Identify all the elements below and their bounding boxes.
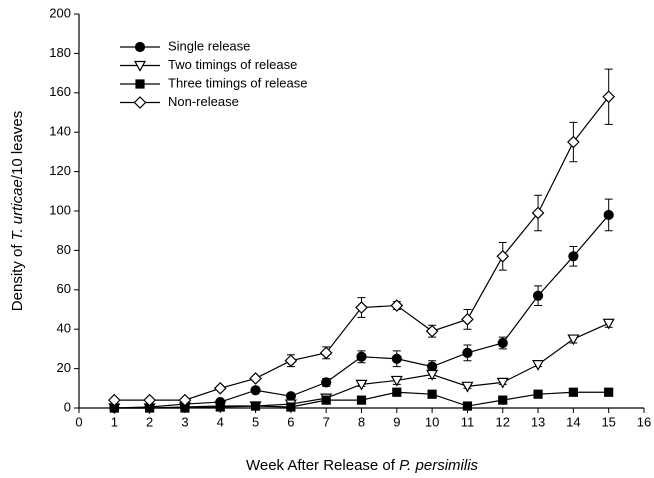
marker — [321, 395, 331, 405]
marker — [319, 346, 333, 360]
marker — [427, 361, 438, 372]
x-tick-label: 9 — [393, 414, 400, 429]
y-tick-label: 60 — [57, 281, 71, 296]
marker — [425, 324, 439, 338]
x-tick-label: 2 — [146, 414, 153, 429]
x-tick-label: 10 — [425, 414, 439, 429]
legend-label: Single release — [168, 38, 250, 53]
marker — [533, 389, 543, 399]
marker — [107, 393, 121, 407]
marker — [567, 135, 580, 149]
x-tick-label: 0 — [75, 414, 82, 429]
marker — [390, 299, 404, 312]
y-axis-title-part: T. urticae — [9, 179, 26, 240]
x-tick-label: 13 — [531, 414, 545, 429]
y-tick-label: 140 — [49, 124, 71, 139]
x-tick-label: 14 — [566, 414, 580, 429]
marker — [461, 381, 474, 393]
marker — [567, 334, 580, 346]
marker — [286, 402, 296, 412]
marker — [568, 251, 579, 262]
marker — [603, 209, 614, 221]
x-tick-label: 5 — [252, 414, 259, 429]
marker — [391, 353, 402, 364]
marker — [133, 96, 147, 109]
y-tick-label: 200 — [49, 5, 71, 20]
y-tick-label: 20 — [57, 360, 71, 375]
marker — [143, 393, 156, 407]
y-tick-label: 40 — [57, 321, 71, 336]
x-tick-label: 16 — [637, 414, 651, 429]
marker — [426, 369, 439, 381]
marker — [497, 337, 508, 349]
x-tick-label: 12 — [496, 414, 510, 429]
marker — [602, 90, 616, 104]
marker — [355, 301, 368, 314]
x-tick-label: 15 — [601, 414, 615, 429]
y-axis-title: Density of T. urticae/10 leaves — [9, 111, 26, 311]
marker — [178, 393, 192, 407]
marker — [568, 387, 578, 397]
marker — [498, 395, 508, 405]
y-tick-label: 120 — [49, 163, 71, 178]
x-tick-label: 11 — [461, 414, 475, 429]
marker — [461, 313, 474, 326]
marker — [250, 401, 261, 411]
marker — [392, 387, 402, 397]
marker — [355, 379, 368, 391]
x-tick-label: 7 — [323, 414, 330, 429]
x-axis-title-part: Week After Release of — [246, 457, 399, 474]
marker — [532, 360, 545, 371]
y-tick-label: 100 — [49, 202, 71, 217]
y-tick-label: 160 — [49, 84, 71, 99]
x-tick-label: 4 — [217, 414, 224, 429]
y-tick-label: 80 — [57, 242, 71, 257]
marker — [496, 377, 509, 389]
legend-label: Non-release — [168, 94, 239, 109]
marker — [427, 389, 437, 399]
marker — [249, 372, 262, 385]
marker — [356, 395, 367, 405]
x-tick-label: 8 — [358, 414, 365, 429]
marker — [215, 402, 225, 412]
legend-label: Two timings of release — [168, 57, 297, 72]
marker — [250, 385, 261, 396]
marker — [285, 391, 296, 402]
marker — [390, 375, 403, 387]
y-tick-label: 0 — [64, 399, 71, 414]
marker — [134, 41, 146, 53]
marker — [284, 354, 298, 368]
marker — [462, 347, 473, 358]
x-axis-title-part: P. persimilis — [399, 457, 478, 474]
marker — [321, 377, 332, 388]
marker — [496, 249, 510, 263]
marker — [133, 60, 147, 72]
y-tick-label: 180 — [49, 45, 71, 60]
legend-label: Three timings of release — [168, 75, 307, 90]
marker — [531, 206, 545, 220]
marker — [213, 381, 227, 395]
marker — [462, 401, 473, 411]
marker — [135, 79, 145, 89]
x-tick-label: 1 — [111, 414, 118, 429]
marker — [356, 351, 367, 362]
marker — [532, 290, 544, 301]
marker — [604, 387, 614, 397]
marker — [602, 318, 615, 330]
x-tick-label: 3 — [181, 414, 188, 429]
y-axis-title-part: /10 leaves — [9, 111, 26, 179]
x-tick-label: 6 — [287, 414, 294, 429]
x-axis-title: Week After Release of P. persimilis — [246, 457, 479, 474]
y-axis-title-part: Density of — [9, 240, 26, 311]
